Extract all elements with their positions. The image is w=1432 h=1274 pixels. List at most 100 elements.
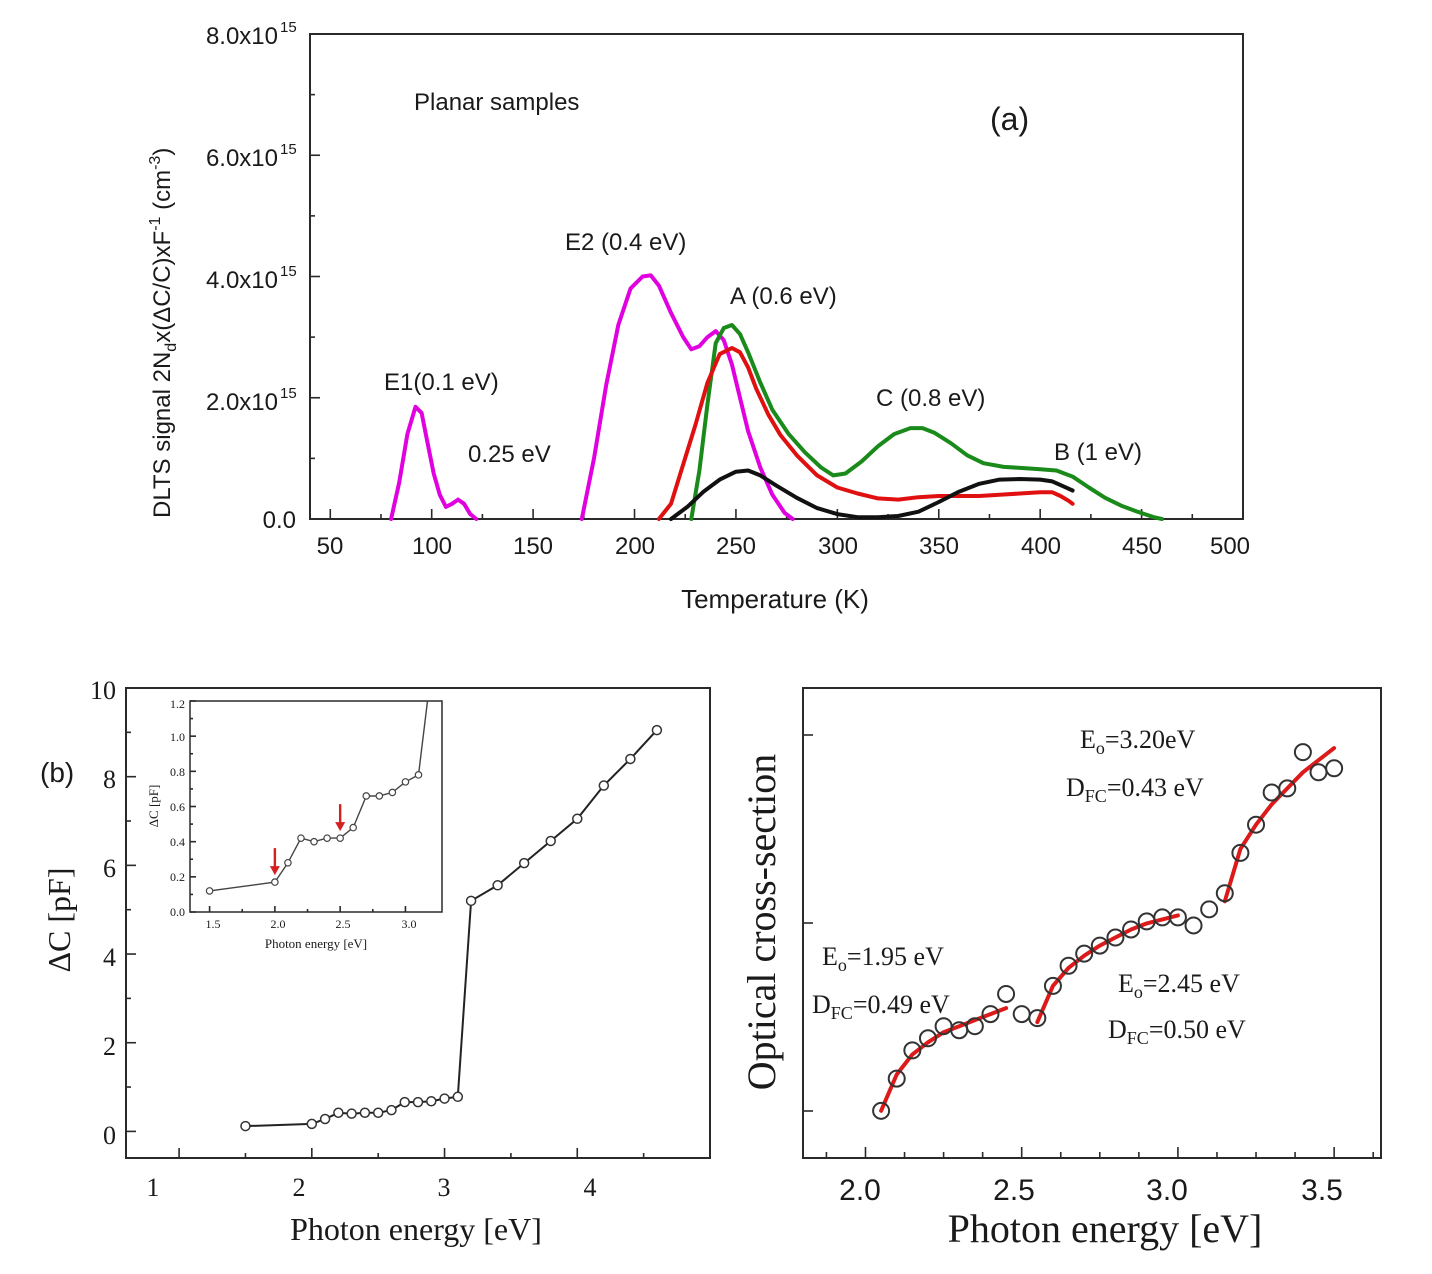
- b-data-point: [240, 1120, 251, 1132]
- a-ytick-exponent: 15: [280, 385, 297, 402]
- fit-line: [879, 1006, 1009, 1113]
- panel-c-ylabel: Optical cross-section: [739, 754, 784, 1091]
- c-data-point: [981, 1005, 1000, 1024]
- series-green-line: [689, 323, 1164, 521]
- panel-a-ytick-labels: 0.0 2.0x10 15 4.0x10 15 6.0x10 15 8.0x10…: [206, 19, 297, 534]
- annotation-c: C (0.8 eV): [876, 385, 985, 412]
- a-ytick-label: 0.0: [263, 507, 296, 534]
- a-xtick-label: 200: [615, 533, 655, 560]
- panel-a-xtick-labels: 50 100 150 200 250 300 350 400 450 500: [317, 533, 1250, 560]
- panel-b-frame: [125, 687, 711, 1159]
- panel-b-ytick-labels: 0 2 4 6 8 10: [90, 676, 116, 1150]
- annotation-a: A (0.6 eV): [730, 283, 837, 310]
- panel-c: 2.0 2.5 3.0 3.5 Photon energy [eV] Optic…: [739, 687, 1382, 1251]
- c-data-point: [1278, 779, 1297, 798]
- inset-ticks: [190, 700, 407, 913]
- panel-b-xtick-labels: 1 2 3 4: [147, 1173, 597, 1202]
- b-xtick-label: 3: [438, 1173, 451, 1202]
- annotation-eo-3.20: Eo=3.20eV DFC=0.43 eV: [1066, 725, 1204, 806]
- panel-b-label: (b): [40, 757, 74, 788]
- inset-frame: [189, 700, 443, 913]
- annotation-025ev: 0.25 eV: [468, 441, 551, 468]
- c-data-point: [1028, 1009, 1047, 1028]
- annotation-eo-1.95-dfc: DFC=0.49 eV: [812, 990, 950, 1023]
- fit-line: [1222, 746, 1337, 904]
- inset-ytick-label: 1.0: [170, 730, 185, 744]
- annotation-b: B (1 eV): [1054, 439, 1142, 466]
- b-data-point: [319, 1113, 331, 1125]
- a-ytick-label: 2.0x10: [206, 389, 278, 416]
- c-data-point: [997, 984, 1016, 1003]
- inset-ytick-label: 0.6: [170, 800, 185, 814]
- inset-xtick-labels: 1.5 2.0 2.5 3.0: [206, 917, 417, 931]
- inset-data-point: [375, 792, 384, 800]
- inset-data-point: [336, 834, 344, 842]
- inset-xtick-label: 2.0: [271, 917, 286, 931]
- panel-c-xtick-labels: 2.0 2.5 3.0 3.5: [839, 1174, 1343, 1207]
- b-ytick-label: 2: [103, 1032, 116, 1061]
- c-data-point: [872, 1101, 891, 1120]
- c-data-point: [918, 1029, 937, 1048]
- inset-data-point: [310, 837, 318, 846]
- b-data-point: [598, 780, 610, 791]
- b-ytick-label: 6: [103, 854, 116, 883]
- a-xtick-label: 350: [919, 533, 959, 560]
- annotation-eo-2.45-energy: Eo=2.45 eV: [1118, 969, 1240, 1002]
- inset-ytick-label: 1.2: [170, 697, 185, 711]
- inset-data-point: [271, 878, 279, 886]
- c-xtick-label: 2.0: [839, 1174, 881, 1207]
- inset-ytick-label: 0.0: [170, 905, 185, 919]
- b-data-point: [625, 753, 636, 765]
- panel-c-data: [872, 743, 1344, 1120]
- panel-b-inset: 0.0 0.2 0.4 0.6 0.8 1.0 1.2 1.5 2.0 2.5 …: [146, 697, 443, 951]
- a-ytick-exponent: 15: [280, 141, 297, 158]
- c-data-point: [1122, 920, 1141, 939]
- b-data-point: [545, 835, 556, 847]
- c-data-point: [1090, 936, 1109, 955]
- a-ytick-label: 8.0x10: [206, 23, 278, 50]
- b-xtick-label: 4: [584, 1173, 597, 1202]
- b-ytick-label: 0: [103, 1121, 116, 1150]
- inset-data-point: [362, 792, 371, 800]
- c-data-point: [1184, 916, 1203, 935]
- inset-ytick-label: 0.8: [170, 765, 185, 779]
- annotation-eo-2.45-dfc: DFC=0.50 eV: [1108, 1015, 1246, 1048]
- c-data-point: [1012, 1005, 1031, 1024]
- panel-b-ticks: [126, 687, 645, 1158]
- c-xtick-label: 3.5: [1301, 1174, 1343, 1207]
- c-data-point: [1325, 759, 1344, 778]
- b-data-point: [651, 724, 663, 736]
- inset-xlabel: Photon energy [eV]: [265, 936, 367, 951]
- annotation-eo-1.95-energy: Eo=1.95 eV: [822, 942, 944, 975]
- b-data-point: [572, 813, 583, 825]
- a-xtick-label: 300: [818, 533, 858, 560]
- b-data-point: [439, 1093, 450, 1104]
- c-data-point: [1231, 843, 1250, 862]
- inset-xtick-label: 3.0: [402, 917, 417, 931]
- annotation-eo-2.45: Eo=2.45 eV DFC=0.50 eV: [1108, 969, 1246, 1048]
- c-data-point: [1309, 763, 1328, 782]
- a-xtick-label: 500: [1210, 533, 1250, 560]
- c-data-point: [1106, 928, 1125, 947]
- c-xtick-label: 3.0: [1146, 1174, 1188, 1207]
- inset-ytick-label: 0.2: [170, 870, 185, 884]
- inset-data-point: [349, 823, 358, 832]
- inset-data-point: [284, 858, 292, 867]
- inset-data-point: [323, 834, 331, 842]
- series-red-line: [656, 346, 1075, 521]
- panel-a-xlabel: Temperature (K): [681, 584, 869, 614]
- panel-a-curves: [389, 273, 1164, 521]
- c-data-point: [887, 1069, 906, 1088]
- panel-b-ylabel: ΔC [pF]: [41, 867, 77, 972]
- panel-a-label: (a): [990, 101, 1029, 137]
- b-data-point: [333, 1107, 344, 1119]
- b-data-point: [518, 857, 530, 869]
- panel-a-sample-label: Planar samples: [414, 89, 579, 116]
- annotation-e1: E1(0.1 eV): [384, 369, 499, 396]
- b-ytick-label: 8: [103, 765, 116, 794]
- annotation-eo-1.95: Eo=1.95 eV DFC=0.49 eV: [812, 942, 950, 1023]
- inset-data-point: [388, 788, 397, 797]
- b-data-point: [426, 1095, 437, 1107]
- b-data-point: [372, 1107, 384, 1119]
